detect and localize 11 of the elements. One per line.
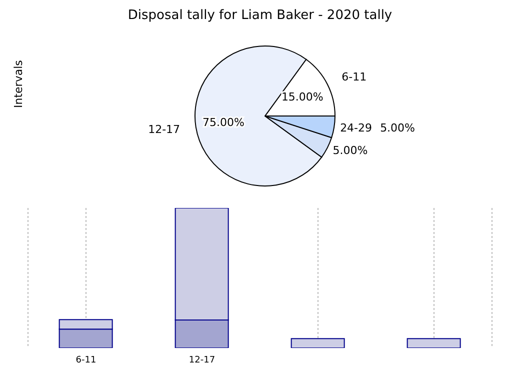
data-label: 5.00% xyxy=(380,121,416,134)
bar xyxy=(290,338,345,348)
chart-title: Disposal tally for Liam Baker - 2020 tally xyxy=(126,8,394,25)
data-label: 15.00% xyxy=(281,90,324,104)
slice-label: 12-17 xyxy=(148,122,180,136)
slice-label: 24-29 xyxy=(340,121,372,134)
bar xyxy=(406,338,461,348)
data-label: 75.00% xyxy=(202,116,244,130)
data-label: 5.00% xyxy=(332,144,368,158)
text: Intervals xyxy=(12,60,25,108)
slice-label: 6-11 xyxy=(342,70,367,84)
